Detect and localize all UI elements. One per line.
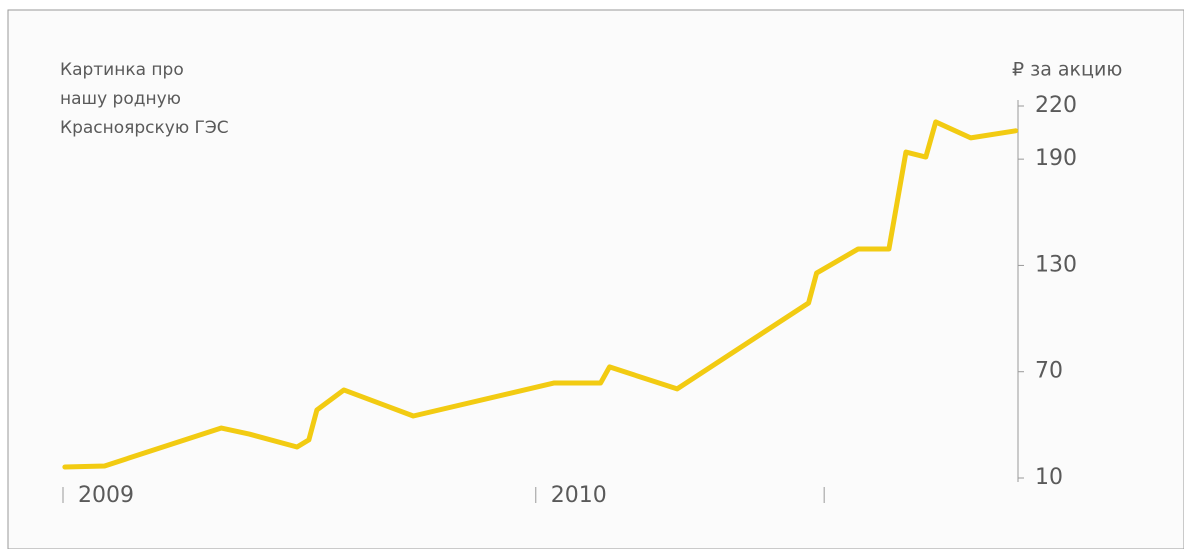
y-tick-label: 190: [1035, 146, 1077, 171]
annotation-line: Красноярскую ГЭС: [60, 118, 229, 138]
annotation-line: нашу родную: [60, 89, 181, 109]
y-tick-label: 10: [1035, 465, 1063, 490]
y-tick-label: 130: [1035, 252, 1077, 277]
x-tick-label: 2009: [78, 483, 134, 508]
x-tick-label: 2010: [551, 483, 607, 508]
data-line: [62, 119, 1019, 470]
y-tick-label: 220: [1035, 93, 1077, 118]
annotation-line: Картинка про: [60, 60, 184, 80]
y-axis-label: ₽ за акцию: [1012, 59, 1122, 81]
chart-frame: [7, 9, 1184, 549]
y-tick-label: 70: [1035, 359, 1063, 384]
